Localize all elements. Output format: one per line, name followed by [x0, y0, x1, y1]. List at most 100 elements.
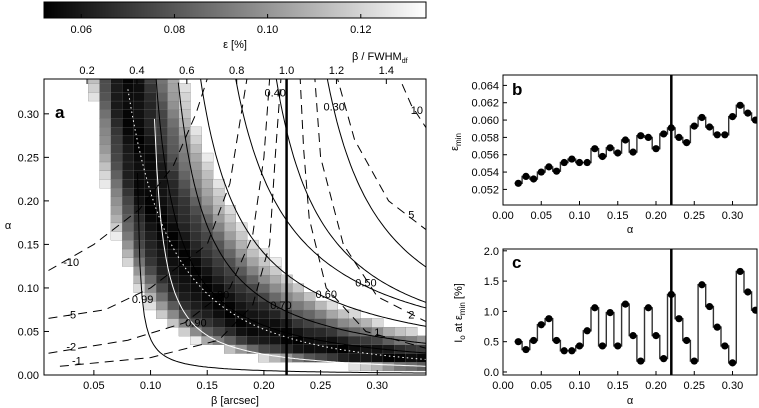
x-tick-label: 0.00 [492, 380, 513, 392]
heatmap-cell [348, 353, 361, 363]
heatmap-cell [156, 126, 168, 137]
solid-contour [200, 79, 426, 327]
colorbar-tick-label: 0.12 [350, 24, 371, 36]
data-point [606, 309, 614, 317]
panel-b-axes: 0.00 0.05 0.10 0.15 0.20 0.25 0.30 0.052 0.054 0.… [471, 80, 743, 222]
heatmap-cell [246, 309, 259, 319]
dashed-contour [48, 79, 248, 319]
heatmap-cell [212, 274, 225, 285]
data-point [598, 342, 607, 350]
heatmap-cell [133, 266, 146, 276]
data-point [705, 302, 714, 311]
heatmap-cell [144, 213, 157, 224]
heatmap-cell [167, 135, 180, 145]
heatmap-cell [258, 309, 270, 319]
heatmap-cell [224, 231, 236, 241]
y-tick-label: 0.10 [18, 283, 39, 295]
heatmap-cell [167, 231, 180, 241]
heatmap-cell [99, 126, 112, 137]
heatmap-cell [122, 161, 134, 171]
colorbar-tick-label: 0.06 [71, 24, 92, 36]
y-tick-label: 0.20 [18, 196, 39, 208]
heatmap-cell [371, 353, 384, 363]
y-axis-label-b: εmin [449, 133, 463, 151]
y-axis-label-a: α [5, 220, 12, 232]
heatmap-cell [292, 292, 305, 302]
heatmap-cell [99, 109, 112, 119]
heatmap-cell [269, 266, 282, 276]
heatmap-cell [156, 118, 168, 128]
panel-a-axes: 0.05 0.10 0.15 0.20 0.25 0.30 0.00 0.05 0.10 0.15… [18, 65, 394, 392]
x-tick-label: 0.15 [197, 380, 218, 392]
data-point [637, 132, 645, 140]
heatmap-cell [133, 161, 146, 171]
heatmap-cell [144, 266, 157, 276]
heatmap-cell [201, 161, 214, 171]
heatmap-cell [133, 170, 146, 180]
data-point [591, 304, 599, 312]
heatmap-cell [190, 257, 202, 267]
heatmap-cell [382, 361, 395, 372]
heatmap-cell [133, 91, 146, 102]
heatmap-cell [246, 274, 259, 285]
top-axis-label-sub: df [402, 58, 408, 65]
data-point [575, 342, 584, 350]
heatmap-cell [258, 344, 270, 354]
heatmap-cell [258, 283, 270, 293]
heatmap-cell [110, 213, 123, 224]
heatmap-cell [224, 274, 236, 285]
data-point [683, 336, 691, 345]
data-point [621, 136, 630, 144]
heatmap-cell [405, 326, 418, 337]
heatmap-cell [144, 239, 157, 250]
top-tick-label: 0.2 [79, 65, 94, 77]
data-point [728, 113, 737, 121]
heatmap-cell [201, 170, 214, 180]
heatmap-cell [178, 266, 191, 276]
data-point [660, 130, 668, 138]
heatmap-cell [190, 152, 202, 163]
heatmap-cell [303, 353, 316, 363]
heatmap-cell [167, 83, 180, 93]
heatmap-cell [110, 144, 123, 154]
heatmap-cell [201, 257, 214, 267]
heatmap-cell [144, 152, 157, 163]
heatmap-cell [110, 83, 123, 93]
x-tick-label: 0.25 [684, 380, 705, 392]
data-point [660, 355, 668, 363]
solid-contour-label: 0.99 [132, 294, 153, 306]
heatmap-cell [144, 100, 157, 110]
y-tick-label: 0.052 [471, 184, 499, 196]
heatmap-cell [133, 178, 146, 189]
panel-c-axes: 0.00 0.05 0.10 0.15 0.20 0.25 0.30 0.0 0.5 1.0 1.5… [484, 246, 744, 392]
solid-contour-label: 0.90 [185, 318, 206, 330]
heatmap-cell [371, 318, 384, 328]
panel-c-frame [502, 248, 758, 376]
x-tick-label: 0.05 [83, 380, 104, 392]
heatmap-cell [360, 335, 373, 345]
y-label-c-5: [%] [453, 283, 465, 302]
heatmap-cell [224, 248, 236, 258]
panel-c: 0.00 0.05 0.10 0.15 0.20 0.25 0.30 0.0 0.5 1.0 1.5… [453, 246, 758, 407]
data-point [583, 327, 591, 335]
data-point [713, 323, 721, 331]
heatmap-cell [224, 222, 236, 232]
heatmap-cell [110, 187, 123, 197]
heatmap-cell [88, 91, 100, 102]
heatmap-cell [110, 118, 123, 128]
heatmap-cell [178, 213, 191, 224]
heatmap-cell [144, 274, 157, 285]
y-tick-label: 0.0 [484, 367, 499, 379]
heatmap-cell [190, 335, 202, 345]
heatmap-cell [122, 222, 134, 232]
heatmap-cell [269, 353, 282, 363]
heatmap-cell [133, 213, 146, 224]
panel-a-frame [43, 78, 427, 376]
top-tick-label: 1.2 [329, 65, 344, 77]
heatmap-cell [133, 118, 146, 128]
panel-a: 0.99 0.90 0.80 0.70 0.60 0.50 0.40 0.30 -10 -5 -2 -… [5, 51, 427, 407]
x-tick-label: 0.25 [684, 210, 705, 222]
heatmap-cell [167, 91, 180, 102]
heatmap-cell [224, 239, 236, 250]
x-tick-label: 0.15 [607, 210, 628, 222]
